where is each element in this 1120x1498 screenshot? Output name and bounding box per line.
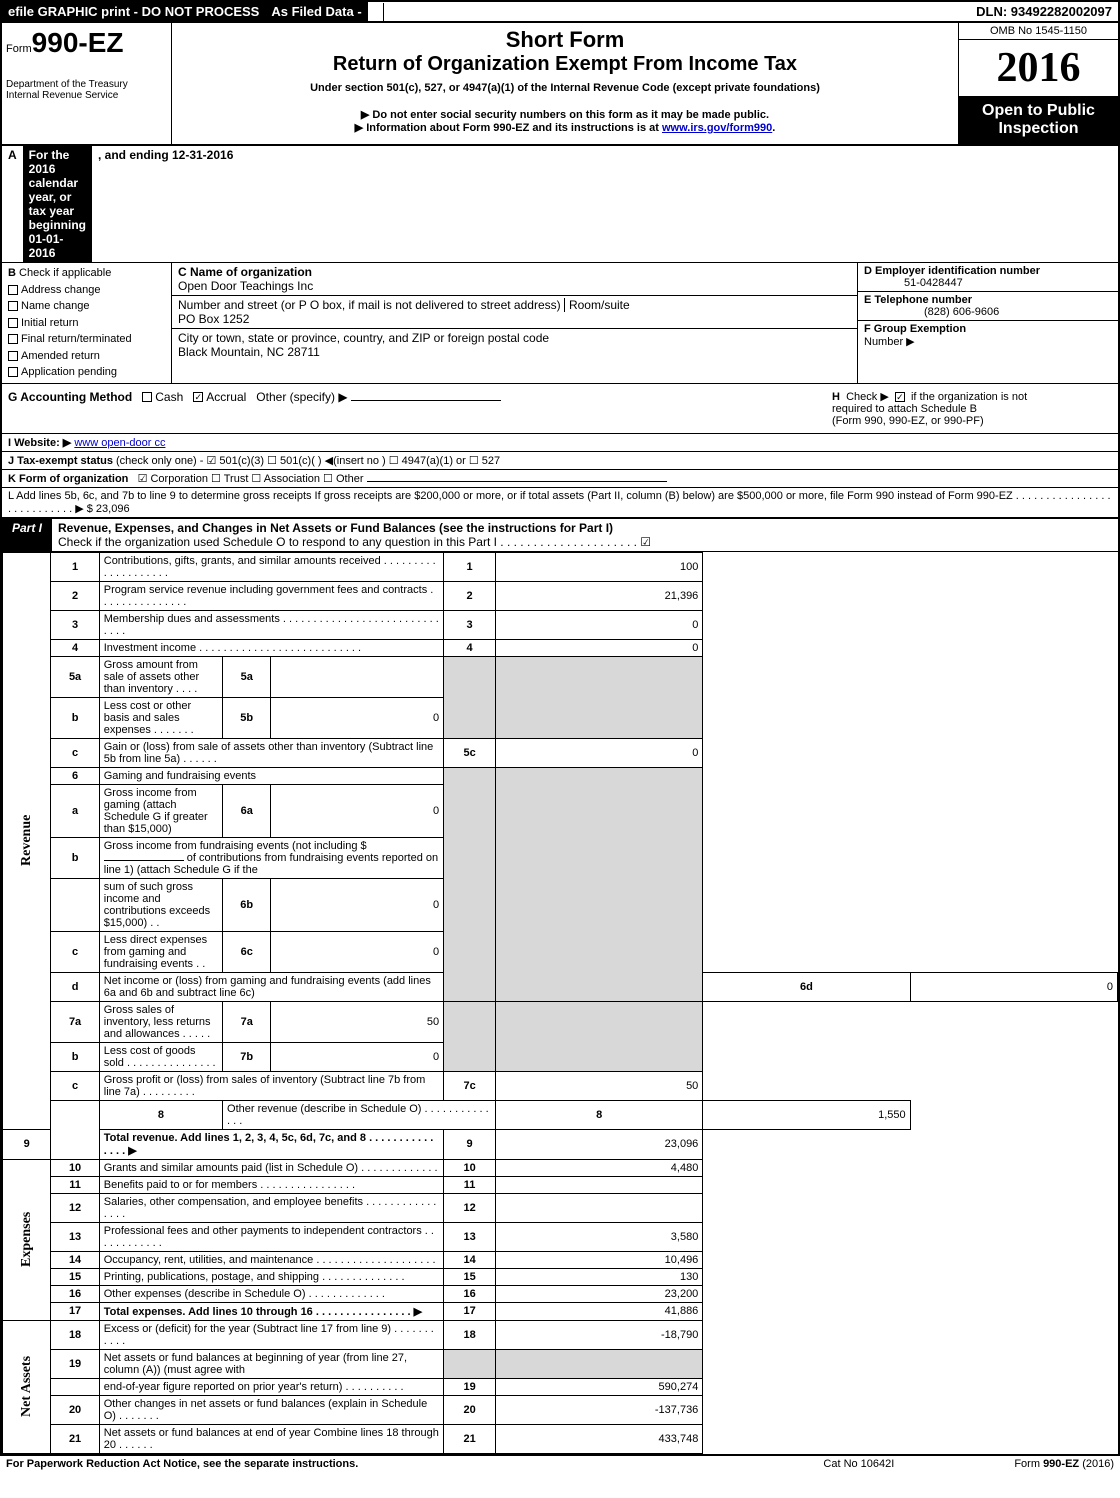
check-amended[interactable] xyxy=(8,351,18,361)
line-12: 12 Salaries, other compensation, and emp… xyxy=(3,1193,1118,1222)
form-header: Form990-EZ Department of the Treasury In… xyxy=(2,23,1118,146)
note-info: ▶ Information about Form 990-EZ and its … xyxy=(180,121,950,134)
line-5c: c Gain or (loss) from sale of assets oth… xyxy=(3,738,1118,767)
h-block: H Check ▶ ✓ if the organization is not r… xyxy=(832,390,1112,427)
form-number-block: Form990-EZ Department of the Treasury In… xyxy=(2,23,172,144)
as-filed-value xyxy=(368,3,384,21)
netassets-sidelabel: Net Assets xyxy=(3,1320,51,1453)
city-block: City or town, state or province, country… xyxy=(172,329,857,361)
g-h-row: G Accounting Method Cash ✓Accrual Other … xyxy=(2,384,1118,434)
form-label: Form xyxy=(6,43,32,55)
name-col: C Name of organization Open Door Teachin… xyxy=(172,263,858,383)
k-org-row: K Form of organization ☑ Corporation ☐ T… xyxy=(2,470,1118,488)
right-col: D Employer identification number 51-0428… xyxy=(858,263,1118,383)
line-18: Net Assets 18 Excess or (deficit) for th… xyxy=(3,1320,1118,1349)
check-col-b: B Check if applicable Address change Nam… xyxy=(2,263,172,383)
tax-exempt-row: J Tax-exempt status (check only one) - ☑… xyxy=(2,452,1118,470)
form-title-block: Short Form Return of Organization Exempt… xyxy=(172,23,958,144)
form-right-block: OMB No 1545-1150 2016 Open to Public Ins… xyxy=(958,23,1118,144)
line-10: Expenses 10 Grants and similar amounts p… xyxy=(3,1159,1118,1176)
under-section: Under section 501(c), 527, or 4947(a)(1)… xyxy=(180,82,950,94)
group-exempt-block: F Group Exemption Number ▶ xyxy=(858,321,1118,350)
website-row: I Website: ▶ www open-door cc xyxy=(2,434,1118,452)
dln-label: DLN: 93492282002097 xyxy=(970,2,1118,21)
c-name-block: C Name of organization Open Door Teachin… xyxy=(172,263,857,296)
line-7a: 7a Gross sales of inventory, less return… xyxy=(3,1001,1118,1042)
line-4: 4 Investment income . . . . . . . . . . … xyxy=(3,639,1118,656)
irs-label: Internal Revenue Service xyxy=(6,90,167,101)
line-7c: c Gross profit or (loss) from sales of i… xyxy=(3,1071,1118,1100)
line-6: 6 Gaming and fundraising events xyxy=(3,767,1118,784)
check-address[interactable] xyxy=(8,285,18,295)
page-footer: For Paperwork Reduction Act Notice, see … xyxy=(0,1456,1120,1472)
short-form-label: Short Form xyxy=(180,27,950,53)
part1-title: Revenue, Expenses, and Changes in Net As… xyxy=(52,519,1118,551)
check-h[interactable]: ✓ xyxy=(895,392,905,402)
irs-link[interactable]: www.irs.gov/form990 xyxy=(662,122,772,134)
line-19a: 19 Net assets or fund balances at beginn… xyxy=(3,1349,1118,1378)
check-accrual[interactable]: ✓ xyxy=(193,392,203,402)
check-name[interactable] xyxy=(8,301,18,311)
g-block: G Accounting Method Cash ✓Accrual Other … xyxy=(8,390,832,427)
line-19b: end-of-year figure reported on prior yea… xyxy=(3,1378,1118,1395)
line-15: 15 Printing, publications, postage, and … xyxy=(3,1268,1118,1285)
phone-block: E Telephone number (828) 606-9606 xyxy=(858,292,1118,321)
note-ssn: ▶ Do not enter social security numbers o… xyxy=(180,108,950,121)
line-21: 21 Net assets or fund balances at end of… xyxy=(3,1424,1118,1453)
expenses-sidelabel: Expenses xyxy=(3,1159,51,1320)
check-pending[interactable] xyxy=(8,367,18,377)
ein-block: D Employer identification number 51-0428… xyxy=(858,263,1118,292)
lines-table: Revenue 1 Contributions, gifts, grants, … xyxy=(2,552,1118,1454)
form-990ez-page: efile GRAPHIC print - DO NOT PROCESS As … xyxy=(0,0,1120,1456)
form-number: 990-EZ xyxy=(32,27,124,58)
revenue-sidelabel: Revenue xyxy=(3,552,51,1129)
line-11: 11 Benefits paid to or for members . . .… xyxy=(3,1176,1118,1193)
dept-treasury: Department of the Treasury xyxy=(6,79,167,90)
website-link[interactable]: www open-door cc xyxy=(74,437,165,449)
section-b: B Check if applicable Address change Nam… xyxy=(2,263,1118,384)
a-label: A xyxy=(2,146,23,262)
omb-number: OMB No 1545-1150 xyxy=(959,23,1118,40)
cat-number: Cat No 10642I xyxy=(823,1458,894,1470)
return-title: Return of Organization Exempt From Incom… xyxy=(180,53,950,76)
line-1: Revenue 1 Contributions, gifts, grants, … xyxy=(3,552,1118,581)
check-cash[interactable] xyxy=(142,392,152,402)
line-20: 20 Other changes in net assets or fund b… xyxy=(3,1395,1118,1424)
part1-label: Part I xyxy=(2,519,52,551)
top-bar: efile GRAPHIC print - DO NOT PROCESS As … xyxy=(2,2,1118,23)
line-2: 2 Program service revenue including gove… xyxy=(3,581,1118,610)
line-9: 9 Total revenue. Add lines 1, 2, 3, 4, 5… xyxy=(3,1129,1118,1159)
form-footer: Form 990-EZ (2016) xyxy=(1014,1458,1114,1470)
part1-header: Part I Revenue, Expenses, and Changes in… xyxy=(2,519,1118,552)
a-text1: For the 2016 calendar year, or tax year … xyxy=(23,146,92,262)
a-text2: , and ending 12-31-2016 xyxy=(92,146,239,262)
line-8: 8 Other revenue (describe in Schedule O)… xyxy=(3,1100,1118,1129)
open-public: Open to Public Inspection xyxy=(959,96,1118,144)
address-block: Number and street (or P O box, if mail i… xyxy=(172,296,857,329)
line-17: 17 Total expenses. Add lines 10 through … xyxy=(3,1302,1118,1320)
line-16: 16 Other expenses (describe in Schedule … xyxy=(3,1285,1118,1302)
row-a: A For the 2016 calendar year, or tax yea… xyxy=(2,146,1118,263)
as-filed-label: As Filed Data - xyxy=(265,2,367,21)
line-5a: 5a Gross amount from sale of assets othe… xyxy=(3,656,1118,697)
check-initial[interactable] xyxy=(8,318,18,328)
line-13: 13 Professional fees and other payments … xyxy=(3,1222,1118,1251)
efile-label: efile GRAPHIC print - DO NOT PROCESS xyxy=(2,2,265,21)
tax-year: 2016 xyxy=(959,40,1118,96)
line-3: 3 Membership dues and assessments . . . … xyxy=(3,610,1118,639)
paperwork-notice: For Paperwork Reduction Act Notice, see … xyxy=(6,1458,823,1470)
l-row: L Add lines 5b, 6c, and 7b to line 9 to … xyxy=(2,488,1118,519)
check-final[interactable] xyxy=(8,334,18,344)
line-14: 14 Occupancy, rent, utilities, and maint… xyxy=(3,1251,1118,1268)
